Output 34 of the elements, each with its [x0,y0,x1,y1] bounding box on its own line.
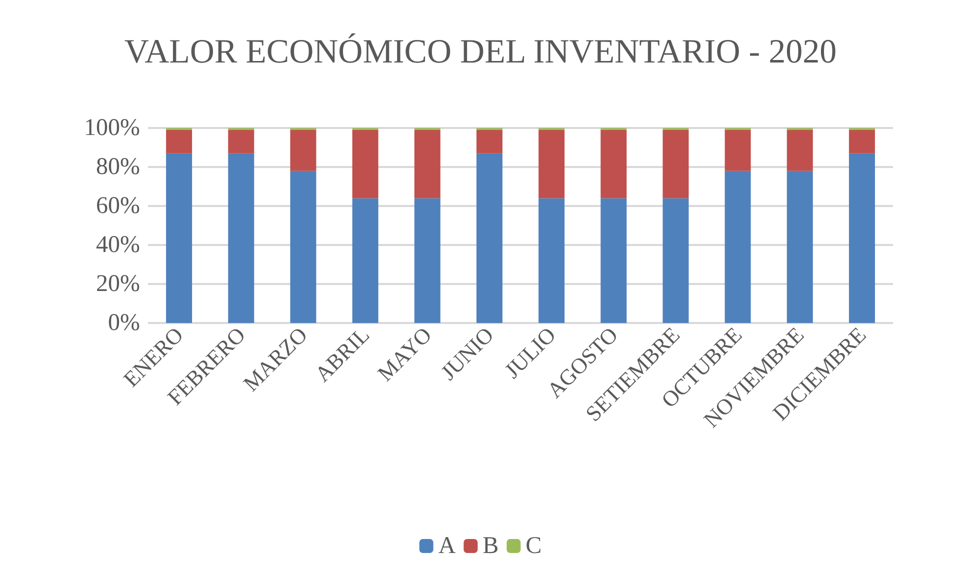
bar [848,153,875,323]
bar [600,130,627,198]
legend-label: B [482,533,499,559]
bar [600,198,627,323]
legend-label: A [438,533,456,559]
y-tick-label: 0% [108,310,140,336]
y-tick-label: 20% [96,271,140,297]
bar [848,130,875,154]
legend-label: C [526,533,542,559]
bar [662,130,689,198]
bar [476,153,502,323]
bar [786,130,813,171]
y-tick-label: 100% [84,115,140,141]
bar [724,130,751,171]
y-tick-label: 80% [96,154,140,180]
bar [228,153,254,323]
bar [476,130,502,154]
bar [662,198,689,323]
chart-title: VALOR ECONÓMICO DEL INVENTARIO - 2020 [124,32,837,70]
bar [352,198,378,323]
bar [166,153,192,323]
y-tick-label: 40% [96,232,140,258]
bar [352,130,378,198]
bar [166,130,192,154]
bar [290,130,316,171]
bar [414,130,440,198]
bar [290,170,316,323]
bar [538,198,565,323]
bar [538,130,565,198]
bar [786,170,813,323]
bar [724,170,751,323]
bar [414,198,440,323]
bar [228,130,254,154]
y-tick-label: 60% [96,193,140,219]
